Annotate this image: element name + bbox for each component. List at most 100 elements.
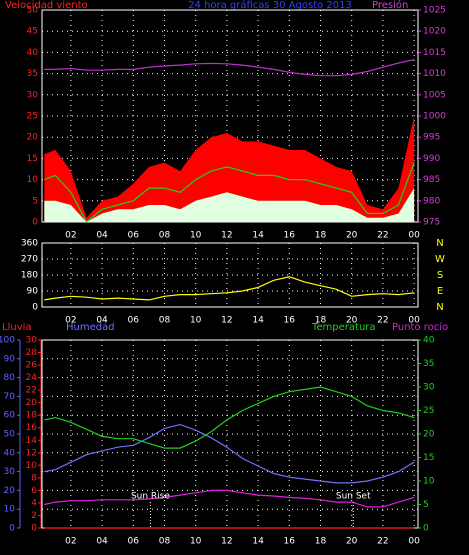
y-tick-label: 50 — [4, 430, 16, 440]
x-tick-label: 06 — [128, 537, 140, 547]
rain-tick-label: 28 — [26, 348, 38, 358]
rain-tick-label: 18 — [26, 411, 38, 421]
y2-tick-label: 990 — [423, 154, 440, 164]
y-tick-label: 30 — [4, 467, 16, 477]
annotation-label: Sun Set — [336, 492, 371, 502]
temperature-label: Temperatura — [311, 322, 376, 333]
y2-tick-label: 995 — [423, 133, 440, 143]
y2-tick-label: 0 — [423, 524, 429, 534]
rain-tick-label: 2 — [31, 511, 37, 521]
series-area — [44, 116, 415, 222]
pressure-label: Presión — [372, 0, 408, 11]
chart-title: 24 hora gráficas 30 Agosto 2013 — [188, 0, 352, 11]
x-tick-label: 12 — [221, 316, 232, 326]
x-tick-label: 22 — [377, 537, 388, 547]
y2-tick-label: 20 — [423, 430, 435, 440]
rain-tick-label: 24 — [26, 373, 38, 383]
x-tick-label: 08 — [159, 231, 171, 241]
x-tick-label: 14 — [252, 537, 264, 547]
y-tick-label: 45 — [27, 27, 38, 37]
compass-label: S — [437, 270, 443, 281]
y-tick-label: 90 — [27, 287, 39, 297]
y-tick-label: 0 — [32, 303, 38, 313]
y2-tick-label: 980 — [423, 196, 440, 206]
y2-tick-label: 35 — [423, 359, 434, 369]
rain-tick-label: 0 — [31, 524, 37, 534]
y2-tick-label: 5 — [423, 500, 429, 510]
x-tick-label: 18 — [315, 231, 327, 241]
rain-tick-label: 26 — [26, 361, 38, 371]
series-line — [44, 276, 415, 301]
y-tick-label: 10 — [4, 505, 16, 515]
x-tick-label: 04 — [96, 316, 108, 326]
y-tick-label: 0 — [32, 218, 38, 228]
x-tick-label: 02 — [65, 316, 76, 326]
y2-tick-label: 10 — [423, 477, 435, 487]
rain-tick-label: 4 — [31, 498, 37, 508]
series-line — [44, 162, 415, 223]
rain-tick-label: 10 — [26, 461, 38, 471]
series-line — [44, 489, 415, 508]
rain-tick-label: 22 — [26, 386, 37, 396]
y-tick-label: 0 — [9, 524, 15, 534]
x-tick-label: 04 — [96, 231, 108, 241]
rain-tick-label: 8 — [31, 473, 37, 483]
rain-tick-label: 12 — [26, 448, 37, 458]
x-tick-label: 18 — [315, 316, 327, 326]
x-tick-label: 10 — [190, 231, 202, 241]
y2-tick-label: 25 — [423, 406, 434, 416]
series-line — [44, 59, 415, 77]
y-tick-label: 70 — [4, 392, 16, 402]
x-tick-label: 18 — [315, 537, 327, 547]
series-area — [44, 188, 415, 222]
x-tick-label: 20 — [346, 231, 358, 241]
y2-tick-label: 1020 — [423, 27, 446, 37]
x-tick-label: 10 — [190, 316, 202, 326]
x-tick-label: 00 — [408, 316, 420, 326]
y2-tick-label: 1015 — [423, 48, 446, 58]
series-line — [44, 423, 415, 484]
x-tick-label: 16 — [284, 316, 296, 326]
y-tick-label: 35 — [27, 69, 38, 79]
rain-tick-label: 30 — [26, 336, 38, 346]
x-tick-label: 06 — [128, 231, 140, 241]
y-tick-label: 10 — [27, 175, 39, 185]
y2-tick-label: 15 — [423, 453, 434, 463]
y-tick-label: 20 — [27, 133, 39, 143]
compass-label: W — [435, 254, 445, 265]
x-tick-label: 22 — [377, 231, 388, 241]
humidity-label: Humedad — [66, 322, 115, 333]
y2-tick-label: 1005 — [423, 90, 446, 100]
x-tick-label: 04 — [96, 537, 108, 547]
x-tick-label: 06 — [128, 316, 140, 326]
compass-label: E — [437, 286, 443, 297]
x-tick-label: 12 — [221, 231, 232, 241]
annotation-label: Sun Rise — [131, 492, 170, 502]
y2-tick-label: 1000 — [423, 112, 446, 122]
compass-label: N — [436, 238, 443, 249]
compass-label: N — [436, 302, 443, 313]
rain-tick-label: 16 — [26, 423, 38, 433]
y-tick-label: 40 — [4, 448, 16, 458]
x-tick-label: 20 — [346, 316, 358, 326]
y2-tick-label: 40 — [423, 336, 435, 346]
x-tick-label: 14 — [252, 316, 264, 326]
y-tick-label: 90 — [4, 354, 16, 364]
x-tick-label: 08 — [159, 316, 171, 326]
x-tick-label: 08 — [159, 537, 171, 547]
x-tick-label: 00 — [408, 537, 420, 547]
y-tick-label: 180 — [21, 271, 38, 281]
y-tick-label: 30 — [27, 90, 39, 100]
x-tick-label: 20 — [346, 537, 358, 547]
x-tick-label: 10 — [190, 537, 202, 547]
rain-label: Lluvia — [2, 322, 32, 333]
y-tick-label: 60 — [4, 411, 16, 421]
y2-tick-label: 1010 — [423, 69, 446, 79]
y-tick-label: 5 — [32, 196, 38, 206]
y-tick-label: 40 — [27, 48, 39, 58]
y-tick-label: 15 — [27, 154, 38, 164]
x-tick-label: 12 — [221, 537, 232, 547]
x-tick-label: 00 — [408, 231, 420, 241]
x-tick-label: 14 — [252, 231, 264, 241]
